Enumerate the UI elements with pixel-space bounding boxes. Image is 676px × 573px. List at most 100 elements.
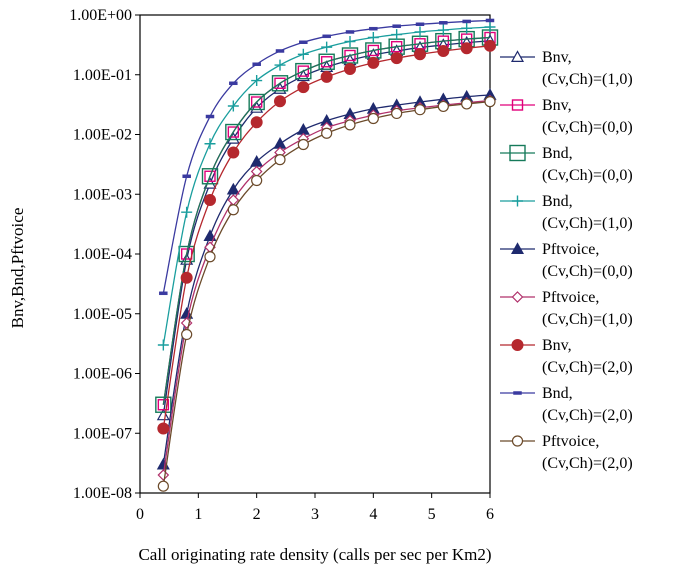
data-point [181,206,193,218]
legend-marker [511,435,524,447]
series-3 [157,21,496,351]
y-tick-label: 1.00E-01 [73,67,132,84]
data-point [159,291,168,296]
data-point [367,44,380,57]
series-5 [157,94,496,481]
legend-marker [511,339,524,351]
data-point [345,30,355,34]
legend-label: (Cv,Ch)=(0,0) [542,263,633,280]
data-point [320,56,333,68]
data-point [367,56,380,69]
data-point [204,170,216,182]
data-point [461,98,473,110]
y-tick-label: 1.00E-05 [73,306,132,323]
legend-label: (Cv,Ch)=(0,0) [542,119,633,136]
data-point [461,22,473,34]
data-point [204,138,216,150]
legend-marker [513,391,522,395]
data-point [251,174,263,187]
data-point [437,44,450,57]
data-point [415,22,425,27]
data-point [271,75,289,92]
data-point [414,26,426,38]
data-point [414,104,426,116]
legend-entry: Bnv, (Cv,Ch)=(1,0) [500,49,633,88]
y-tick-label: 1.00E-02 [73,127,132,144]
data-point [367,112,379,125]
y-tick-label: 1.00E-06 [73,366,132,383]
data-point [156,408,170,421]
legend-entry: Bnv, (Cv,Ch)=(0,0) [500,97,633,136]
data-point [484,39,496,52]
data-point [227,126,240,138]
legend: Bnv, (Cv,Ch)=(1,0) Bnv, (Cv,Ch)=(0,0) Bnd, (C… [500,49,633,472]
axes: 1.00E-08 1.00E-07 1.00E-06 1.00E-05 1.00E-04… [69,7,494,523]
data-point [297,81,310,94]
data-point [369,26,378,31]
legend-label: Pftvoice, [542,433,599,450]
data-point [274,95,286,108]
y-tick-label: 1.00E+00 [69,7,132,24]
data-point [227,100,239,112]
x-tick-label: 5 [428,506,436,523]
data-point [252,62,261,66]
data-point [344,62,356,75]
data-point [321,41,333,53]
data-point [201,168,219,185]
data-point [485,18,495,23]
series-0 [156,34,497,421]
data-point [484,21,496,33]
legend-entry: Bnd, (Cv,Ch)=(2,0) [500,385,633,424]
data-point [157,480,169,492]
data-point [439,21,448,25]
data-point [248,93,265,111]
legend-marker [511,291,524,303]
data-point [204,194,216,207]
data-point [297,48,309,60]
legend-label: (Cv,Ch)=(2,0) [542,359,633,376]
data-point [344,36,356,48]
legend-label: (Cv,Ch)=(2,0) [542,407,633,424]
data-point [460,42,473,55]
y-axis-title: Bnv,Bnd,Pftvoice [8,208,27,329]
series-2 [155,29,499,413]
data-point [204,251,216,263]
data-point [484,96,496,108]
legend-marker [509,144,526,162]
data-point [299,40,308,44]
y-tick-label: 1.00E-03 [73,186,132,203]
data-point [226,182,240,195]
data-point [391,29,403,41]
data-point [157,469,170,481]
series-line [162,36,491,405]
x-axis-title: Call originating rate density (calls per… [138,545,491,564]
series-line [162,94,491,465]
data-point [250,116,263,129]
series-line [162,100,491,487]
legend-marker [511,99,524,111]
y-tick-label: 1.00E-04 [73,246,132,263]
data-point [462,19,471,24]
data-point [227,204,239,216]
legend-label: (Cv,Ch)=(1,0) [542,71,633,88]
legend-label: Bnd, [542,193,573,210]
data-point [157,422,170,435]
data-point [227,146,240,159]
series-7 [159,18,495,296]
data-point [392,24,401,28]
x-tick-label: 1 [194,506,202,523]
series-8 [157,96,496,492]
data-point [414,48,426,61]
data-point [157,339,169,351]
legend-marker [510,242,525,254]
legend-entry: Pftvoice, (Cv,Ch)=(1,0) [500,289,633,328]
legend-label: Pftvoice, [542,241,599,258]
data-point [437,100,449,113]
data-point [296,123,310,135]
legend-label: (Cv,Ch)=(0,0) [542,167,633,184]
data-point [275,49,285,53]
data-point [226,131,240,144]
x-tick-label: 6 [486,506,494,523]
legend-label: Pftvoice, [542,289,599,306]
